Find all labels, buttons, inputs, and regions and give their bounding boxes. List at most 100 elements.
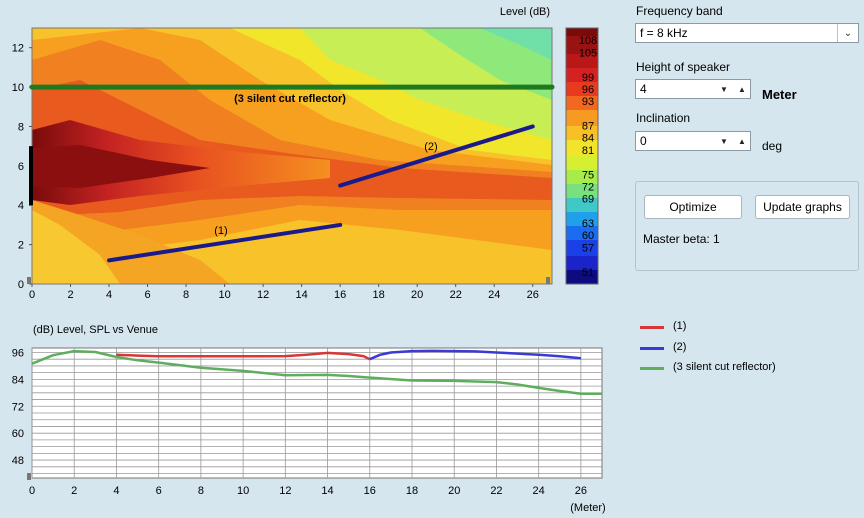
optimize-button[interactable]: Optimize	[644, 195, 742, 219]
legend-swatch-3	[640, 367, 664, 370]
graph-x-tick-label: 2	[71, 485, 77, 497]
series-line-3	[31, 349, 602, 395]
spin-down-icon[interactable]: ▼	[720, 136, 728, 146]
level-label: Level (dB)	[500, 6, 550, 18]
heatmap-x-tick-label: 18	[373, 289, 385, 300]
heatmap-x-tick-label: 0	[29, 289, 35, 300]
inclination-label: Inclination	[636, 111, 691, 125]
graph-y-tick-label: 96	[12, 347, 24, 359]
overlay-line-2[interactable]	[338, 124, 535, 188]
heatmap-y-tick-label: 6	[18, 161, 24, 173]
colorbar-tick-label: 81	[582, 145, 594, 157]
colorbar-tick-label: 51	[582, 267, 594, 279]
heatmap-y-tick-label: 2	[18, 240, 24, 252]
heatmap-x-tick-label: 4	[106, 289, 112, 300]
update-graphs-button[interactable]: Update graphs	[755, 195, 850, 219]
colorbar-tick-label: 63	[582, 218, 594, 230]
graph-x-axis: 0 2 4 6 8 10 12 14 16 18 20 22 24 26	[29, 485, 587, 497]
heatmap-x-tick-label: 2	[67, 289, 73, 300]
graph-x-tick-label: 0	[29, 485, 35, 497]
height-of-speaker-input[interactable]: 4 ▼ ▲	[635, 79, 751, 99]
legend-label-3: (3 silent cut reflector)	[673, 361, 776, 373]
reflector-label: (3 silent cut reflector)	[234, 93, 346, 105]
heatmap-y-tick-label: 0	[18, 279, 24, 291]
frequency-band-value: f = 8 kHz	[640, 26, 688, 40]
optimize-panel: Optimize Update graphs Master beta: 1	[635, 181, 859, 271]
frequency-band-select[interactable]: f = 8 kHz ⌄	[635, 23, 859, 43]
graph-y-tick-label: 72	[12, 401, 24, 413]
heatmap-x-tick-label: 12	[257, 289, 269, 300]
heatmap-x-tick-label: 24	[488, 289, 500, 300]
spin-up-icon[interactable]: ▲	[738, 84, 746, 94]
heatmap-handle-left[interactable]	[27, 277, 31, 284]
heatmap-x-tick-label: 8	[183, 289, 189, 300]
heatmap-x-tick-label: 10	[218, 289, 230, 300]
graph-x-tick-label: 20	[448, 485, 460, 497]
heatmap-y-tick-label: 12	[12, 43, 24, 55]
heatmap-field	[32, 28, 552, 284]
colorbar-tick-label: 72	[582, 181, 594, 193]
graph-y-tick-label: 60	[12, 428, 24, 440]
colorbar-tick-label: 108	[579, 35, 597, 47]
graph-handle-left[interactable]	[27, 473, 31, 480]
heatmap-handle-right[interactable]	[546, 277, 550, 284]
legend-swatch-2	[640, 347, 664, 350]
legend-swatch-1	[640, 326, 664, 329]
colorbar-tick-label: 87	[582, 121, 594, 133]
graph-grid	[31, 348, 602, 478]
heatmap-x-tick-label: 26	[527, 289, 539, 300]
spin-down-icon[interactable]: ▼	[720, 84, 728, 94]
heatmap-x-tick-label: 6	[144, 289, 150, 300]
graph-x-unit: (Meter)	[570, 502, 605, 514]
heatmap-y-tick-label: 8	[18, 121, 24, 133]
inclination-input[interactable]: 0 ▼ ▲	[635, 131, 751, 151]
heatmap-y-tick-label: 10	[12, 82, 24, 94]
master-beta-label: Master beta: 1	[643, 232, 720, 246]
colorbar-tick-label: 84	[582, 133, 594, 145]
graph-x-tick-label: 10	[237, 485, 249, 497]
overlay-line-1[interactable]	[107, 222, 343, 263]
graph-x-tick-label: 8	[198, 485, 204, 497]
graph-x-tick-label: 16	[364, 485, 376, 497]
graph-title: (dB) Level, SPL vs Venue	[33, 324, 158, 336]
frequency-band-label: Frequency band	[636, 4, 723, 18]
graph-x-tick-label: 26	[575, 485, 587, 497]
series-line-2	[369, 349, 582, 361]
graph-x-tick-label: 18	[406, 485, 418, 497]
spin-up-icon[interactable]: ▲	[738, 136, 746, 146]
graph-x-tick-label: 24	[533, 485, 545, 497]
legend-label-2: (2)	[673, 341, 687, 353]
heatmap-overlays	[29, 84, 555, 263]
graph-y-axis: 96 84 72 60 48	[12, 347, 24, 467]
height-of-speaker-label: Height of speaker	[636, 60, 731, 74]
height-of-speaker-value: 4	[640, 82, 647, 96]
graph-x-tick-label: 6	[156, 485, 162, 497]
colorbar-tick-label: 93	[582, 96, 594, 108]
segment-1-label: (1)	[214, 225, 227, 237]
inclination-value: 0	[640, 134, 647, 148]
graph-x-tick-label: 22	[490, 485, 502, 497]
inclination-unit-label: deg	[762, 139, 783, 153]
colorbar-tick-label: 57	[582, 242, 594, 254]
colorbar-tick-label: 69	[582, 194, 594, 206]
segment-2-label: (2)	[424, 141, 437, 153]
height-unit-label: Meter	[762, 87, 797, 102]
colorbar-tick-label: 75	[582, 169, 594, 181]
heatmap-x-tick-label: 22	[450, 289, 462, 300]
heatmap-x-tick-label: 16	[334, 289, 346, 300]
chevron-down-icon[interactable]: ⌄	[837, 24, 858, 42]
graph-y-tick-label: 48	[12, 455, 24, 467]
colorbar-tick-label: 99	[582, 72, 594, 84]
heatmap-x-tick-label: 20	[411, 289, 423, 300]
graph-x-tick-label: 4	[113, 485, 119, 497]
heatmap-x-tick-label: 14	[296, 289, 308, 300]
graph-series	[31, 349, 602, 395]
heatmap-y-tick-label: 4	[18, 200, 24, 212]
graph-x-tick-label: 14	[321, 485, 333, 497]
graph-x-tick-label: 12	[279, 485, 291, 497]
heatmap-x-axis: 0 2 4 6 8 10 12 14 16 18 20 22 24 26	[29, 284, 539, 300]
colorbar-tick-label: 60	[582, 230, 594, 242]
